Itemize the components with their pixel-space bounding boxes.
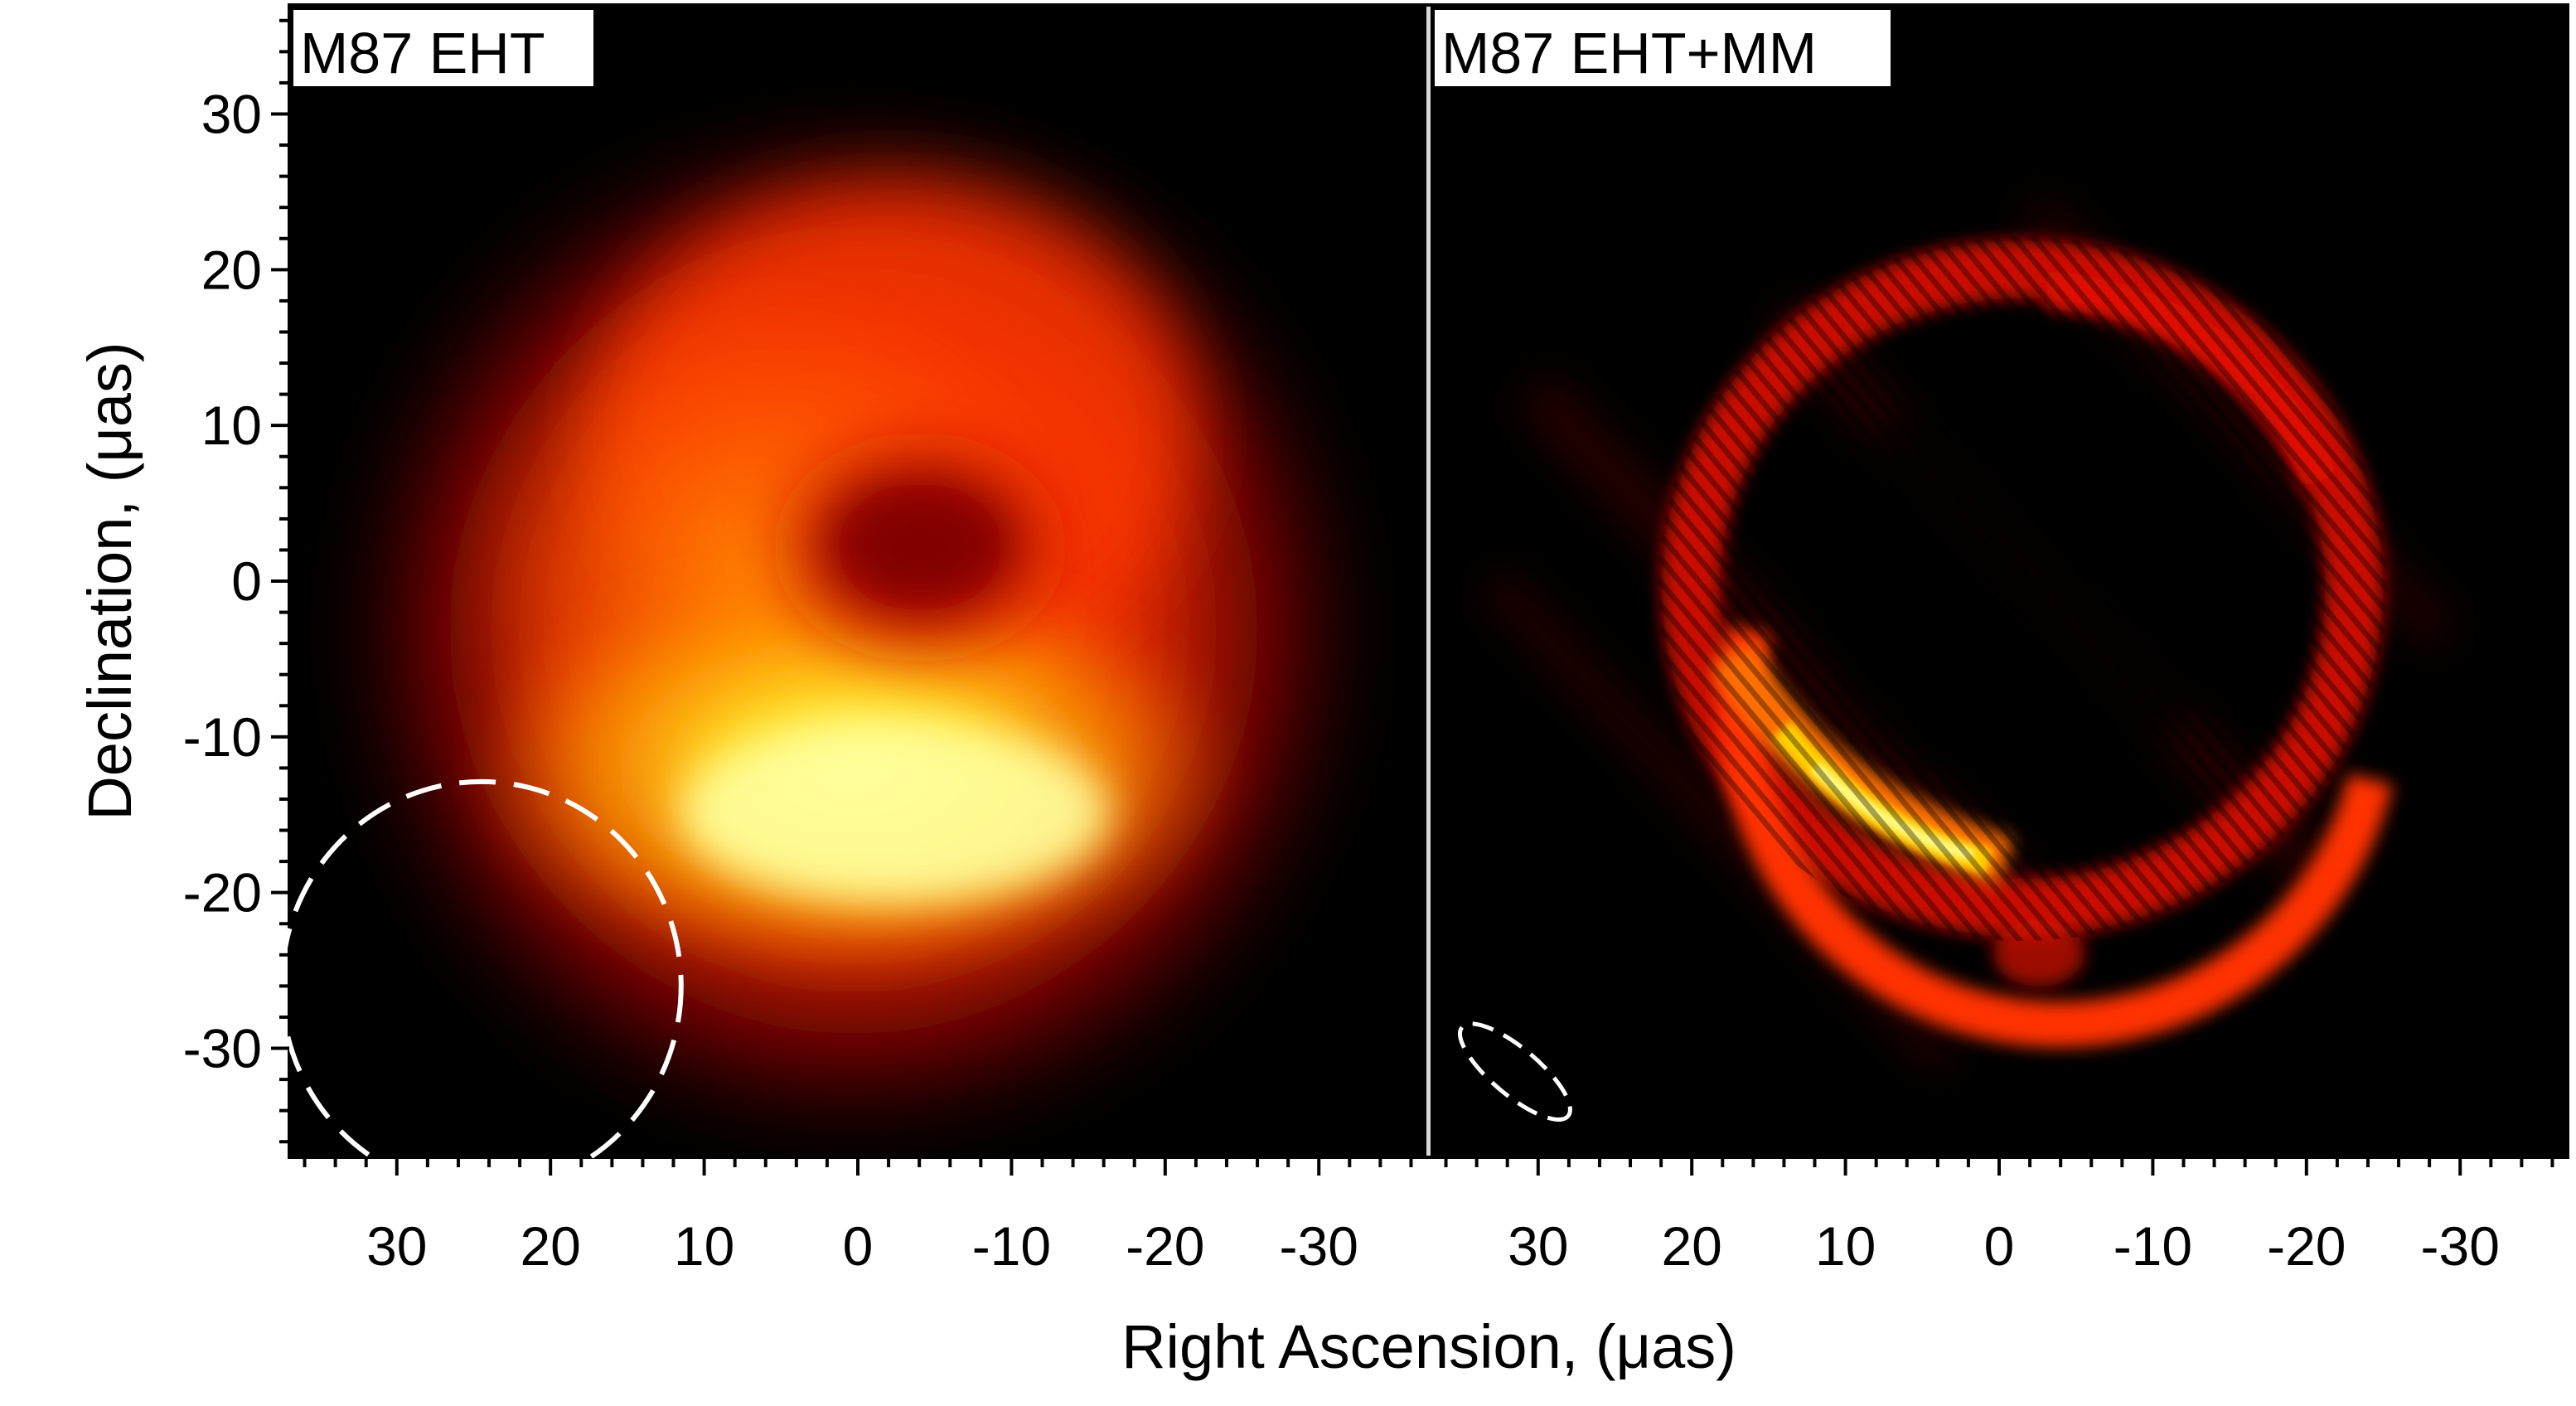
x-axis-ticks-eht: 30 20 10 0 -10 -20 -30 [303,1157,1413,1277]
x-tick-label: 30 [366,1215,427,1277]
x-axis-ticks-eht-mm: 30 20 10 0 -10 -20 -30 [1444,1157,2554,1277]
panel-eht-mm [1431,5,2568,1157]
y-tick-label: -10 [183,706,262,768]
x-axis-title: Right Ascension, (μas) [1121,1312,1736,1381]
panel-eht-image [323,99,1384,1157]
panel-eht [289,5,1426,1157]
x-tick-label: 20 [1661,1215,1721,1277]
y-tick-label: 10 [201,395,262,456]
x-tick-label: 30 [1508,1215,1568,1277]
y-tick-label: -30 [183,1018,262,1079]
x-tick-label: -10 [972,1215,1051,1277]
y-tick-label: 30 [201,83,262,144]
x-tick-label: -10 [2114,1215,2192,1277]
y-axis-title: Declination, (μas) [75,342,144,820]
x-tick-label: 20 [520,1215,580,1277]
y-axis-ticks: 30 20 10 0 -10 -20 -30 [183,18,289,1144]
x-tick-label: 10 [674,1215,734,1277]
panel-title-eht-mm-box: M87 EHT+MM [1435,10,1891,86]
x-tick-label: 0 [1984,1215,2015,1277]
panel-title-eht-mm: M87 EHT+MM [1441,21,1817,85]
x-tick-label: -30 [2421,1215,2500,1277]
x-tick-label: -20 [1126,1215,1204,1277]
x-tick-label: -30 [1280,1215,1358,1277]
y-tick-label: 20 [201,239,262,300]
panel-eht-mm-image [1476,192,2461,1076]
panel-title-eht: M87 EHT [300,21,545,85]
panel-title-eht-box: M87 EHT [293,10,593,86]
y-tick-label: -20 [183,862,262,924]
y-tick-label: 0 [231,550,262,612]
beam-ellipse [1458,1021,1572,1122]
x-tick-label: 10 [1815,1215,1876,1277]
x-tick-label: 0 [843,1215,874,1277]
x-tick-label: -20 [2267,1215,2346,1277]
